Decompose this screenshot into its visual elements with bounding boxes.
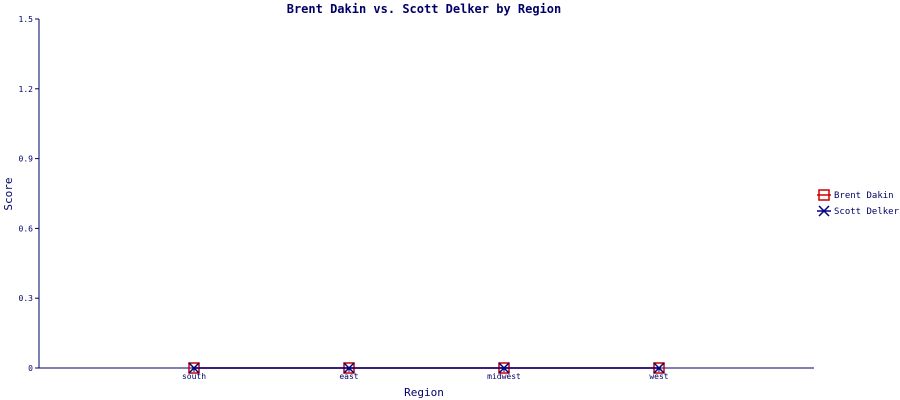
x-axis-label: Region bbox=[404, 386, 444, 399]
legend: Brent Dakin Scott Delker bbox=[817, 189, 900, 217]
x-tick-label: east bbox=[339, 372, 358, 381]
y-tick-label: 0.3 bbox=[19, 294, 34, 303]
x-tick-label: midwest bbox=[487, 372, 521, 381]
data-point-1-3 bbox=[653, 362, 665, 374]
y-tick-label: 1.2 bbox=[19, 85, 34, 94]
series-layer bbox=[188, 362, 665, 374]
legend-marker bbox=[818, 205, 830, 217]
y-tick-label: 0.6 bbox=[19, 224, 34, 233]
data-point-1-2 bbox=[498, 362, 510, 374]
legend-label: Brent Dakin bbox=[834, 191, 894, 201]
x-ticks: south east midwest west bbox=[182, 368, 669, 381]
y-ticks: 0 0.3 0.6 0.9 1.2 1.5 bbox=[19, 15, 39, 373]
y-tick-label: 0 bbox=[28, 364, 33, 373]
data-point-1-1 bbox=[343, 362, 355, 374]
chart-title: Brent Dakin vs. Scott Delker by Region bbox=[287, 2, 562, 16]
y-tick-label: 1.5 bbox=[19, 15, 34, 24]
x-tick-label: south bbox=[182, 372, 206, 381]
x-tick-label: west bbox=[649, 372, 668, 381]
y-tick-label: 0.9 bbox=[19, 155, 34, 164]
data-point-1-0 bbox=[188, 362, 200, 374]
y-axis-label: Score bbox=[2, 177, 15, 210]
legend-label: Scott Delker bbox=[834, 207, 900, 217]
legend-marker bbox=[818, 189, 830, 201]
